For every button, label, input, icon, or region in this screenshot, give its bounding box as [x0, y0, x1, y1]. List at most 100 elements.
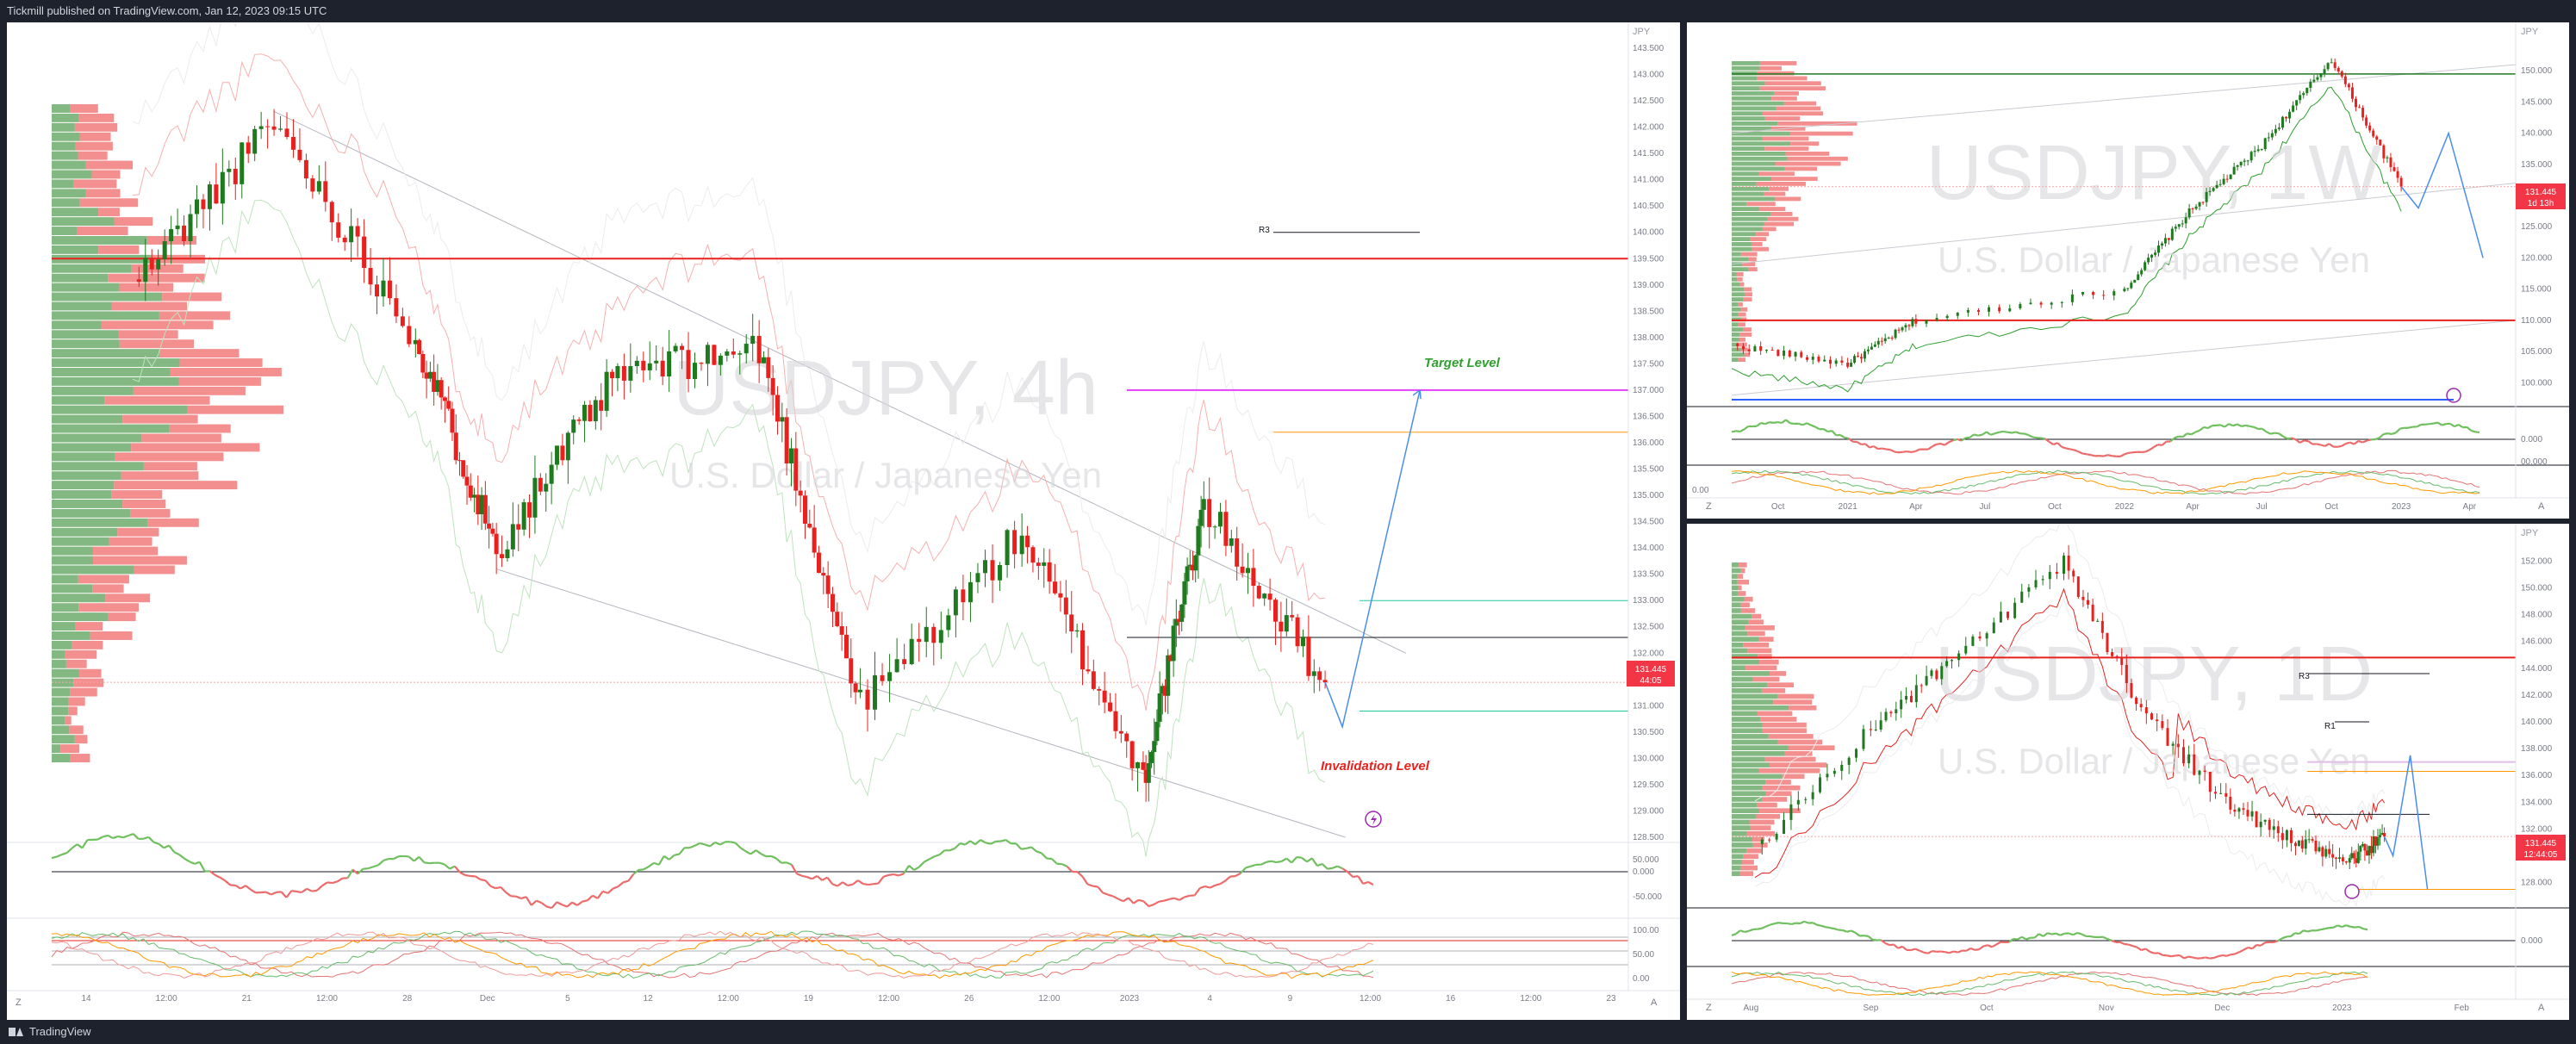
candle-body	[1855, 749, 1858, 758]
oscillator-segment	[2238, 948, 2244, 954]
corner-z[interactable]: Z	[1706, 1003, 1712, 1013]
oscillator-segment	[2408, 426, 2413, 429]
candle-body	[2187, 208, 2191, 218]
oscillator-segment	[2170, 954, 2176, 958]
oscillator-segment	[1297, 855, 1303, 859]
oscillator-segment	[1877, 447, 1882, 451]
candle-body	[1956, 312, 1959, 316]
volume-profile-bar-up	[1732, 865, 1741, 871]
oscillator-segment	[1739, 428, 1745, 433]
volume-profile-bar-down	[74, 122, 118, 132]
oscillator-segment	[1893, 943, 1899, 949]
time-axis-tick: 12:00	[718, 994, 739, 1004]
oscillator-segment	[2260, 941, 2266, 947]
oscillator-segment	[694, 842, 700, 847]
oscillator-segment	[781, 861, 787, 864]
candle-body	[2237, 808, 2241, 812]
candle-body	[1262, 593, 1267, 599]
candle-body	[2091, 604, 2094, 622]
candle-body	[990, 560, 995, 581]
candle-body	[1118, 730, 1123, 734]
oscillator-segment	[1159, 899, 1165, 903]
candle-body	[2321, 847, 2324, 857]
volume-profile-bar-down	[85, 189, 121, 198]
oscillator-segment	[2200, 956, 2206, 960]
volume-profile-bar-down	[1762, 728, 1807, 734]
candle-body	[2316, 77, 2319, 80]
volume-profile-bar-down	[179, 358, 263, 367]
candle-body	[1053, 581, 1058, 593]
oscillator-segment	[2024, 432, 2029, 437]
tradingview-brand[interactable]: TradingView	[9, 1025, 91, 1038]
oscillator-segment	[2205, 956, 2210, 960]
volume-profile-bar-up	[52, 640, 72, 649]
candle-body	[201, 199, 206, 209]
chart-panel-1d[interactable]: USDJPY, 1D U.S. Dollar / Japanese Yen 15…	[1687, 524, 2569, 1020]
volume-profile-bar-up	[1732, 161, 1776, 166]
volume-profile-bar-down	[1752, 676, 1780, 682]
volume-profile-bar-up	[1732, 126, 1771, 131]
candle-body	[610, 371, 615, 379]
corner-z[interactable]: Z	[16, 997, 22, 1008]
volume-profile-bar-up	[52, 754, 71, 762]
volume-profile-bar-down	[1764, 191, 1786, 196]
oscillator-segment	[66, 847, 73, 854]
corner-a[interactable]: A	[1651, 997, 1658, 1008]
candle-body	[2007, 612, 2010, 618]
corner-a[interactable]: A	[2538, 1003, 2545, 1013]
volume-profile-bar-down	[1777, 121, 1857, 126]
time-axis-tick: 4	[1207, 994, 1212, 1004]
chart-4h-canvas[interactable]: USDJPY, 4h U.S. Dollar / Japanese Yen 14…	[7, 22, 1680, 1020]
oscillator-segment	[2349, 441, 2355, 445]
candle-body	[2170, 228, 2174, 240]
oscillator-segment	[2224, 423, 2230, 428]
volume-profile-bar-up	[1732, 774, 1783, 780]
volume-profile-bar-down	[1738, 312, 1746, 317]
oscillator-segment	[1743, 426, 1750, 431]
oscillator-segment	[2040, 437, 2045, 440]
oscillator-segment	[1846, 929, 1851, 933]
candle-body	[2379, 835, 2382, 837]
volume-profile-bar-down	[1774, 91, 1799, 96]
oscillator-segment	[2345, 441, 2350, 445]
volume-profile-bar-down	[1743, 297, 1752, 301]
candle-body	[2293, 842, 2297, 847]
chart-1d-canvas[interactable]: USDJPY, 1D U.S. Dollar / Japanese Yen 15…	[1687, 524, 2569, 1020]
chart-panel-4h[interactable]: USDJPY, 4h U.S. Dollar / Japanese Yen 14…	[7, 22, 1680, 1020]
oscillator-segment	[1245, 865, 1252, 869]
candle-body	[604, 371, 609, 411]
candle-body	[588, 404, 593, 422]
candle-body	[2193, 754, 2196, 775]
stochastic-line	[51, 930, 1374, 979]
oscillator-segment	[1986, 431, 1992, 436]
oscillator-segment	[2458, 424, 2464, 429]
price-axis-tick: 137.500	[1633, 359, 1664, 369]
volume-profile-bar-up	[1732, 797, 1762, 802]
candle-body	[2382, 145, 2386, 158]
price-tag-countdown: 44:05	[1640, 676, 1661, 686]
volume-profile-bar-up	[1732, 227, 1763, 232]
oscillator-segment	[688, 844, 695, 849]
oscillator-segment	[2103, 454, 2108, 457]
oscillator-segment	[143, 836, 149, 840]
corner-z[interactable]: Z	[1706, 501, 1712, 512]
target-level-label: Target Level	[1424, 356, 1501, 370]
candle-body	[853, 683, 858, 693]
candle-body	[2276, 826, 2280, 834]
volume-profile-bar-up	[1732, 121, 1778, 126]
chart-1w-canvas[interactable]: USDJPY, 1W U.S. Dollar / Japanese Yen 15…	[1687, 22, 2569, 519]
price-axis-tick: 133.000	[1633, 596, 1664, 606]
volume-profile-bar-down	[1752, 613, 1762, 619]
oscillator-segment	[1897, 945, 1903, 949]
price-axis-tick: 141.000	[1633, 176, 1664, 185]
candle-body	[2280, 833, 2284, 841]
corner-a[interactable]: A	[2538, 501, 2545, 512]
candle-body	[1058, 593, 1063, 598]
candle-body	[565, 432, 570, 461]
oscillator-segment	[2266, 431, 2272, 435]
oscillator-segment	[1102, 892, 1109, 896]
volume-profile-bar-down	[178, 376, 261, 386]
candle-body	[316, 181, 321, 192]
oscillator-segment	[1944, 951, 1950, 954]
chart-panel-1w[interactable]: USDJPY, 1W U.S. Dollar / Japanese Yen 15…	[1687, 22, 2569, 519]
